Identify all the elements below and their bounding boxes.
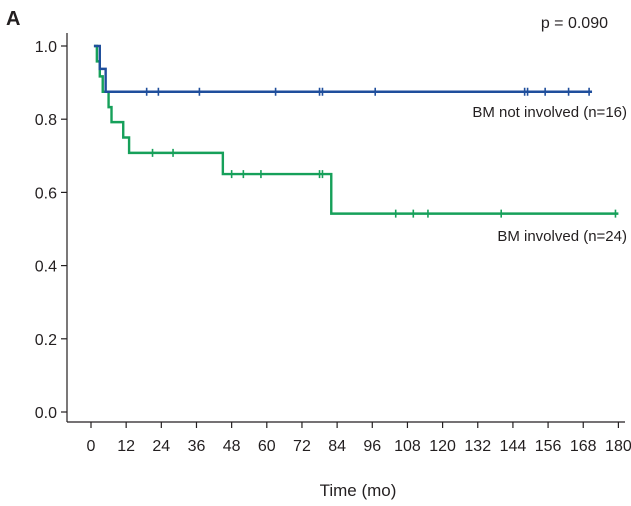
y-tick-label: 0.8 — [35, 112, 57, 129]
axes — [66, 33, 625, 423]
x-tick-label: 132 — [464, 438, 491, 455]
x-tick-label: 96 — [363, 438, 381, 455]
y-tick-label: 0.6 — [35, 185, 57, 202]
x-tick-label: 108 — [394, 438, 421, 455]
x-tick-label: 180 — [605, 438, 631, 455]
x-tick-label: 12 — [117, 438, 135, 455]
y-tick-label: 0.4 — [35, 259, 57, 276]
x-ticks: 0 12 24 36 48 60 72 84 96 108 120 132 144 156 168 180 — [87, 422, 631, 455]
y-ticks: 0.0 0.2 0.4 0.6 0.8 1.0 — [35, 39, 67, 422]
x-tick-label: 144 — [500, 438, 527, 455]
y-tick-label: 0.0 — [35, 405, 57, 422]
x-tick-label: 24 — [152, 438, 170, 455]
y-tick-label: 1.0 — [35, 39, 57, 56]
p-value-annotation: p = 0.090 — [541, 15, 608, 32]
series-label-bm-not-involved: BM not involved (n=16) — [472, 104, 627, 121]
km-curve-bm-not-involved — [93, 44, 593, 93]
panel-label: A — [6, 8, 20, 30]
x-axis-title: Time (mo) — [320, 481, 397, 500]
km-curve-bm-involved — [93, 44, 619, 215]
x-tick-label: 36 — [188, 438, 206, 455]
x-tick-label: 0 — [87, 438, 96, 455]
series-label-bm-involved: BM involved (n=24) — [497, 228, 627, 245]
x-tick-label: 48 — [223, 438, 241, 455]
x-tick-label: 168 — [570, 438, 597, 455]
x-tick-label: 60 — [258, 438, 276, 455]
x-tick-label: 156 — [535, 438, 562, 455]
x-tick-label: 120 — [429, 438, 456, 455]
series-layer — [93, 44, 619, 218]
x-tick-label: 84 — [328, 438, 346, 455]
x-tick-label: 72 — [293, 438, 311, 455]
y-tick-label: 0.2 — [35, 332, 57, 349]
